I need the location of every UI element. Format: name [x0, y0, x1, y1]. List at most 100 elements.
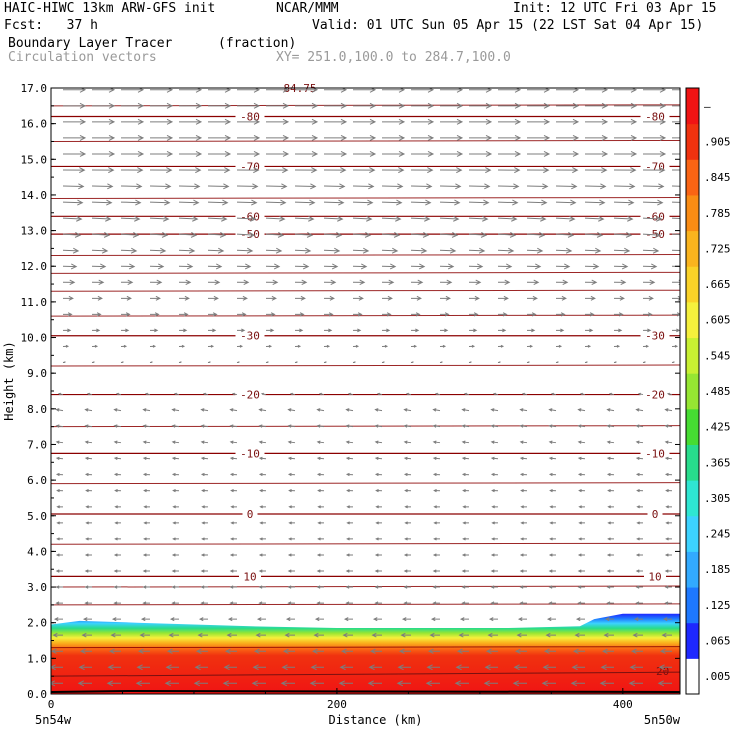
- wind-vector: [140, 617, 150, 622]
- wind-vector: [287, 424, 296, 428]
- wind-vector: [636, 537, 643, 541]
- wind-vector: [519, 456, 528, 461]
- wind-vector: [519, 553, 527, 557]
- wind-vector: [266, 312, 276, 317]
- wind-vector: [469, 150, 493, 157]
- wind-vector: [56, 505, 64, 509]
- wind-vector: [113, 601, 121, 605]
- wind-vector: [455, 664, 469, 671]
- wind-vector: [607, 505, 615, 509]
- wind-vector: [468, 263, 484, 270]
- wind-vector: [347, 392, 354, 396]
- wind-vector: [178, 199, 200, 206]
- wind-vector: [401, 617, 411, 622]
- wind-vector: [490, 424, 499, 428]
- wind-vector: [520, 521, 527, 525]
- wind-vector: [309, 680, 324, 687]
- wind-vector: [527, 295, 538, 301]
- wind-vector: [113, 569, 121, 573]
- wind-vector: [316, 569, 324, 573]
- wind-vector: [150, 134, 174, 141]
- wind-vector: [469, 312, 479, 317]
- wind-vector: [614, 118, 638, 125]
- wind-vector: [120, 167, 144, 174]
- wind-vector: [207, 263, 223, 270]
- wind-vector: [526, 231, 546, 238]
- wind-vector: [577, 553, 585, 557]
- wind-vector: [483, 680, 498, 687]
- colorbar-label: .125: [704, 599, 731, 612]
- wind-vector: [433, 489, 441, 493]
- wind-vector: [397, 664, 411, 671]
- wind-vector: [459, 617, 469, 622]
- wind-vector: [404, 521, 411, 525]
- wind-vector: [251, 680, 266, 687]
- wind-vector: [497, 215, 518, 222]
- temperature-contour-label: -10: [240, 447, 260, 460]
- wind-vector: [114, 537, 121, 541]
- wind-vector: [440, 295, 451, 301]
- wind-vector: [577, 601, 585, 605]
- wind-vector: [613, 344, 621, 348]
- wind-vector: [318, 392, 325, 396]
- wind-vector: [671, 185, 680, 187]
- wind-vector: [171, 424, 180, 428]
- wind-vector: [403, 601, 411, 605]
- colorbar-label: .605: [704, 314, 731, 327]
- wind-vector: [439, 247, 457, 254]
- wind-vector: [585, 328, 594, 333]
- wind-vector: [514, 648, 527, 654]
- wind-vector: [672, 328, 680, 333]
- wind-vector: [642, 279, 656, 285]
- wind-vector: [672, 295, 680, 301]
- wind-vector: [578, 537, 585, 541]
- wind-vector: [410, 199, 432, 206]
- wind-vector: [352, 183, 375, 190]
- wind-vector: [672, 89, 680, 91]
- wind-vector: [456, 648, 469, 654]
- wind-vector: [411, 312, 421, 317]
- wind-vector: [577, 585, 585, 589]
- colorbar-label: .725: [704, 242, 731, 255]
- wind-vector: [114, 489, 122, 493]
- wind-vector: [316, 601, 324, 605]
- wind-vector: [432, 585, 440, 589]
- wind-vector: [323, 247, 341, 254]
- wind-vector: [439, 231, 459, 238]
- wind-vector: [527, 102, 551, 109]
- wind-vector: [150, 102, 174, 109]
- wind-vector: [574, 632, 585, 638]
- wind-vector: [469, 102, 493, 109]
- wind-vector: [606, 601, 614, 605]
- wind-vector: [120, 199, 142, 206]
- wind-vector: [114, 521, 121, 525]
- temperature-contour-label: -70: [240, 160, 260, 173]
- wind-vector: [121, 150, 145, 157]
- y-tick-label: 14.0: [21, 189, 48, 202]
- temperature-contour-label: -60: [645, 210, 665, 223]
- wind-vector: [526, 199, 548, 206]
- wind-vector: [294, 344, 302, 348]
- wind-vector: [543, 648, 556, 654]
- wind-vector: [433, 505, 441, 509]
- wind-vector: [295, 328, 304, 333]
- temperature-contour-label: -20: [645, 389, 665, 402]
- wind-vector: [643, 328, 652, 333]
- colorbar-label: .365: [704, 456, 731, 469]
- wind-vector: [665, 521, 672, 525]
- wind-vector: [410, 344, 418, 348]
- wind-vector: [487, 632, 498, 638]
- wind-vector: [556, 328, 565, 333]
- wind-vector: [488, 617, 498, 622]
- wind-vector: [497, 361, 502, 364]
- wind-vector: [84, 585, 92, 589]
- wind-vector: [346, 537, 353, 541]
- wind-vector: [381, 167, 405, 174]
- wind-vector: [229, 472, 238, 477]
- wind-vector: [585, 134, 609, 141]
- wind-vector: [462, 505, 470, 509]
- wind-vector: [382, 118, 406, 125]
- wind-vector: [63, 102, 87, 109]
- wind-vector: [345, 601, 353, 605]
- wind-vector: [463, 392, 470, 396]
